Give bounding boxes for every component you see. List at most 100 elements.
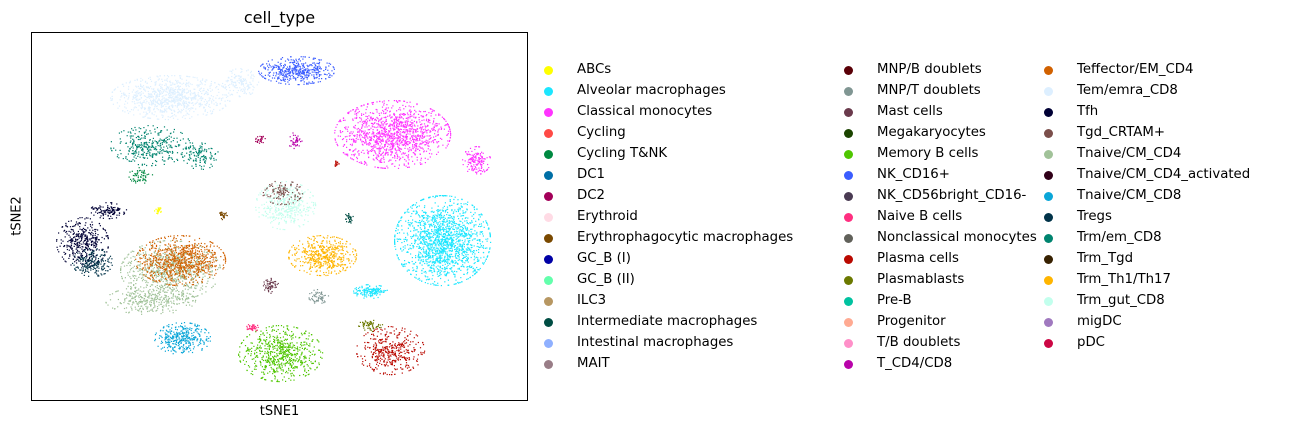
cluster-dc2 <box>255 135 266 144</box>
cluster-trm-gut-cd8 <box>255 181 317 231</box>
legend-marker <box>844 360 853 369</box>
legend-label: ABCs <box>577 62 612 77</box>
legend-label: MNP/B doublets <box>877 62 982 77</box>
legend-marker <box>1044 297 1053 306</box>
legend-marker <box>1044 192 1053 201</box>
legend-marker <box>1044 108 1053 117</box>
legend-marker <box>844 276 853 285</box>
cluster-nk-cd16- <box>258 56 335 86</box>
legend-label: Cycling <box>577 125 626 140</box>
cluster-plasma-cells <box>356 326 426 376</box>
legend-marker <box>544 66 553 75</box>
cluster-abcs <box>154 207 162 215</box>
plot-title: cell_type <box>243 8 316 27</box>
legend-label: DC2 <box>577 188 605 203</box>
legend-marker <box>844 192 853 201</box>
cluster-plasmablasts <box>358 319 384 333</box>
cluster-intermediate-macrophages <box>345 213 354 224</box>
legend-marker <box>1044 255 1053 264</box>
legend-label: Tnaive/CM_CD8 <box>1077 188 1182 203</box>
cluster-tem-emra-cd8 <box>222 68 260 98</box>
legend-marker <box>1044 213 1053 222</box>
cluster-t-cd4-cd8 <box>289 132 303 150</box>
legend-marker <box>844 339 853 348</box>
legend-marker <box>1044 234 1053 243</box>
legend-label: Tgd_CRTAM+ <box>1077 125 1166 140</box>
legend-marker <box>844 213 853 222</box>
legend-marker <box>544 276 553 285</box>
cluster-mast-cells <box>262 277 279 294</box>
legend-marker <box>1044 129 1053 138</box>
cluster-trm-th1-th17 <box>288 235 358 277</box>
legend-label: pDC <box>1077 335 1105 350</box>
legend-label: Mast cells <box>877 104 943 119</box>
cluster-tnaive-cm-cd8 <box>154 322 211 355</box>
cluster-tnaive-cm-cd4 <box>120 240 221 302</box>
legend-label: Cycling T&NK <box>577 146 668 161</box>
legend-label: T/B doublets <box>877 335 961 350</box>
legend-marker <box>544 129 553 138</box>
legend-marker <box>1044 150 1053 159</box>
legend-marker <box>1044 66 1053 75</box>
legend-label: ILC3 <box>577 293 607 308</box>
legend-marker <box>1044 276 1053 285</box>
legend-marker <box>844 66 853 75</box>
legend-marker <box>1044 318 1053 327</box>
legend-marker <box>544 255 553 264</box>
cluster-tregs <box>72 248 113 277</box>
legend-label: Erythrophagocytic macrophages <box>577 230 794 245</box>
legend-label: Plasmablasts <box>877 272 965 287</box>
cluster-tem-emra-cd8 <box>110 75 231 121</box>
legend-marker <box>544 192 553 201</box>
cluster-alveolar-macrophages <box>353 284 388 299</box>
legend-label: Teffector/EM_CD4 <box>1077 62 1194 77</box>
x-axis-label: tSNE1 <box>259 404 300 419</box>
legend-marker <box>844 318 853 327</box>
legend-label: DC1 <box>577 167 605 182</box>
legend-marker <box>544 234 553 243</box>
plot-frame <box>31 32 528 401</box>
legend-label: Intermediate macrophages <box>577 314 758 329</box>
legend-marker <box>544 360 553 369</box>
legend-label: MAIT <box>577 356 610 371</box>
legend-label: Intestinal macrophages <box>577 335 734 350</box>
legend-marker <box>544 297 553 306</box>
legend-label: T_CD4/CD8 <box>877 356 953 371</box>
legend-marker <box>544 318 553 327</box>
legend-marker <box>1044 339 1053 348</box>
legend-label: Trm_Tgd <box>1077 251 1134 266</box>
legend-marker <box>544 213 553 222</box>
points-layer <box>56 56 492 383</box>
legend-label: Erythroid <box>577 209 638 224</box>
y-axis-label: tSNE2 <box>9 196 25 236</box>
cluster-plasma-cells <box>334 160 340 167</box>
legend-marker <box>844 150 853 159</box>
legend-marker <box>844 87 853 96</box>
legend-label: migDC <box>1077 314 1122 329</box>
legend-marker <box>544 339 553 348</box>
cluster-alveolar-macrophages <box>394 195 492 287</box>
cluster-naive-b-cells <box>246 324 259 332</box>
legend-marker <box>1044 171 1053 180</box>
legend-label: Megakaryocytes <box>877 125 986 140</box>
legend-label: Memory B cells <box>877 146 979 161</box>
legend-label: Progenitor <box>877 314 946 329</box>
legend-marker <box>844 297 853 306</box>
legend-label: Trm_Th1/Th17 <box>1077 272 1171 287</box>
cluster-trm-em-cd8 <box>182 142 219 170</box>
legend-label: Classical monocytes <box>577 104 713 119</box>
cluster-cycling-t-nk <box>128 167 154 184</box>
legend-label: Naive B cells <box>877 209 963 224</box>
legend-marker <box>544 150 553 159</box>
cluster-tfh <box>90 202 128 220</box>
cluster-memory-b-cells <box>238 325 324 383</box>
legend-label: Tnaive/CM_CD4 <box>1077 146 1182 161</box>
legend-marker <box>544 87 553 96</box>
legend-label: GC_B (II) <box>577 272 635 287</box>
legend-marker <box>844 255 853 264</box>
legend-label: Tnaive/CM_CD4_activated <box>1077 167 1251 182</box>
cluster-tgd-crtam- <box>262 180 304 206</box>
legend-marker <box>844 129 853 138</box>
cluster-tnaive-cm-cd4 <box>105 286 197 315</box>
